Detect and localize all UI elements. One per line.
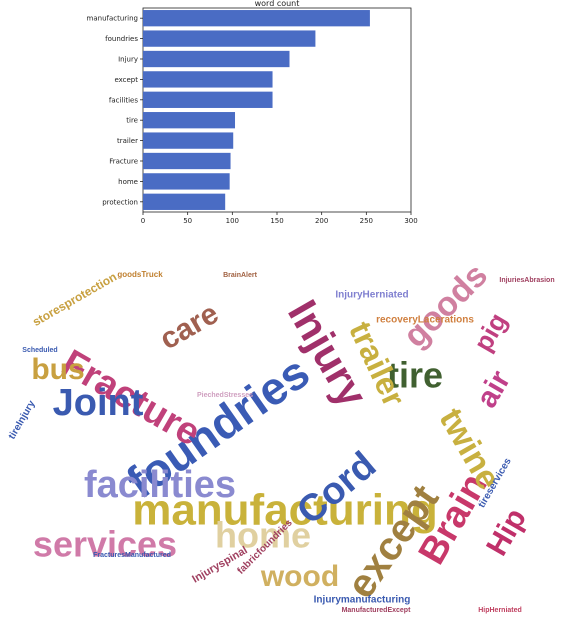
x-tick-label: 300 <box>404 217 417 225</box>
x-tick-label: 150 <box>270 217 283 225</box>
y-tick-label: except <box>114 76 138 84</box>
cloud-word: ManufacturedExcept <box>342 607 412 614</box>
cloud-word: FracturesManufactured <box>93 552 171 559</box>
cloud-word: care <box>154 297 224 356</box>
x-tick-labels: 0 50 100 150 200 250 300 <box>141 212 418 225</box>
cloud-word: manufacturing <box>132 486 438 535</box>
y-tick-label: facilities <box>109 96 138 104</box>
y-tick-label: home <box>118 178 138 186</box>
y-tick-label: protection <box>102 198 138 206</box>
y-tick-labels: manufacturing foundries Injury except facili… <box>87 15 143 206</box>
cloud-word: pig <box>467 308 512 357</box>
cloud-word: Injurymanufacturing <box>314 595 411 606</box>
cloud-word: HipHerniated <box>478 607 522 614</box>
cloud-word: Scheduled <box>22 347 57 354</box>
cloud-word: bus <box>31 353 84 386</box>
bar <box>143 152 231 170</box>
cloud-word: recoveryLacerations <box>376 315 474 326</box>
bar <box>143 193 226 210</box>
bar <box>143 71 273 88</box>
cloud-word: PiechedStresses <box>197 392 253 399</box>
cloud-word: tireInjury <box>7 398 38 441</box>
x-tick-label: 250 <box>360 217 373 225</box>
bar <box>143 30 316 47</box>
cloud-word: facilities <box>84 464 236 506</box>
cloud-word: InjuriesAbrasion <box>499 277 554 284</box>
y-tick-label: tire <box>126 117 138 125</box>
bar <box>143 112 236 129</box>
x-tick-label: 50 <box>183 217 192 225</box>
x-tick-label: 200 <box>315 217 328 225</box>
x-tick-label: 100 <box>226 217 239 225</box>
cloud-word: wood <box>260 560 339 593</box>
cloud-word: goodsTruck <box>117 270 163 279</box>
cloud-word: BrainAlert <box>223 272 258 279</box>
bar <box>143 91 273 108</box>
y-tick-label: Fracture <box>109 158 138 166</box>
bar <box>143 50 290 68</box>
bar <box>143 10 370 27</box>
cloud-word: air <box>470 365 517 414</box>
x-tick-label: 0 <box>141 217 145 225</box>
cloud-word: InjuryHerniated <box>335 290 408 301</box>
cloud-word: Hip <box>480 503 533 561</box>
cloud-word: services <box>33 524 177 565</box>
cloud-word: home <box>215 515 311 556</box>
y-tick-label: foundries <box>105 35 138 43</box>
bars-group <box>143 10 370 210</box>
chart-title: word count <box>255 0 300 8</box>
cloud-word: tire <box>387 355 443 396</box>
y-tick-label: trailer <box>117 137 138 145</box>
y-tick-label: Injury <box>118 56 138 64</box>
y-tick-label: manufacturing <box>87 15 138 23</box>
bar-chart: word count manufacturing foundries Injury e… <box>87 0 418 225</box>
bar <box>143 173 230 190</box>
cloud-word: Joint <box>53 382 144 424</box>
cloud-word: storesprotection <box>30 270 119 329</box>
bar <box>143 132 234 149</box>
